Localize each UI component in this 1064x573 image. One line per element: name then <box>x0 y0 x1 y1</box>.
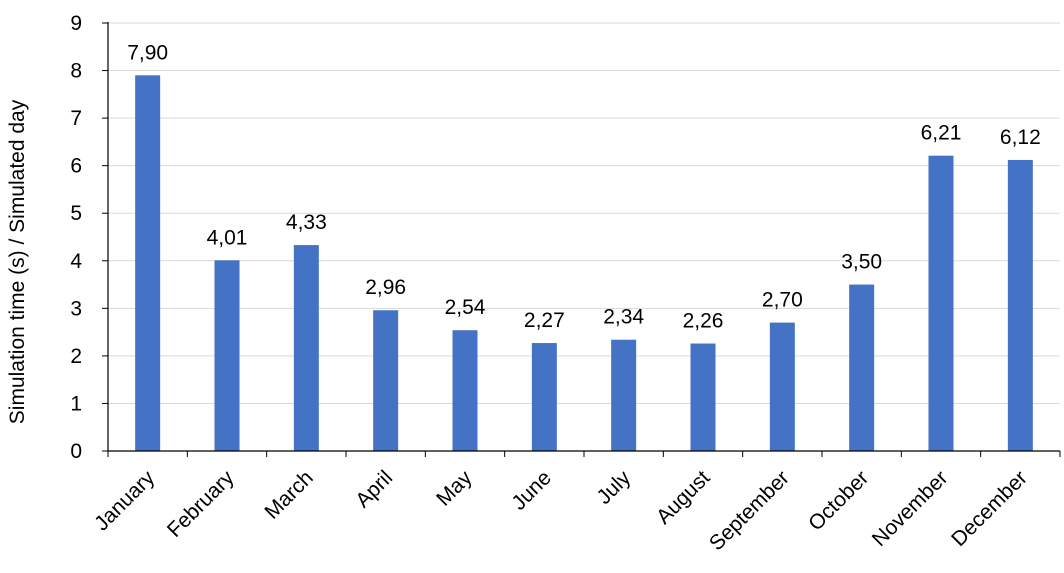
bar-value-label: 2,96 <box>365 276 406 299</box>
y-tick-label: 7 <box>70 107 82 130</box>
x-tick-label: May <box>432 466 477 511</box>
bar <box>1007 159 1033 451</box>
bar <box>690 343 716 451</box>
x-tick-label: September <box>705 466 794 555</box>
bar-value-label: 4,01 <box>207 226 248 249</box>
bar-value-label: 2,34 <box>603 306 644 329</box>
bar-value-label: 2,26 <box>683 310 724 333</box>
bar <box>849 284 875 451</box>
x-tick-label: June <box>507 466 555 514</box>
bar <box>214 260 240 451</box>
bar <box>769 322 795 451</box>
bar <box>531 343 557 451</box>
x-tick-label: December <box>947 466 1032 551</box>
y-tick-label: 1 <box>70 392 82 415</box>
y-tick-label: 5 <box>70 202 82 225</box>
bar-value-label: 6,12 <box>1000 126 1041 149</box>
y-axis-title: Simulation time (s) / Simulated day <box>6 99 29 424</box>
bar <box>928 155 954 451</box>
gridlines <box>108 22 1060 404</box>
bar <box>452 330 478 451</box>
y-tick-label: 0 <box>70 440 82 463</box>
x-tick-label: August <box>652 466 715 529</box>
bar-value-label: 7,90 <box>127 41 168 64</box>
y-tick-label: 4 <box>70 250 82 273</box>
x-tick-label: March <box>260 466 318 524</box>
y-tick-label: 9 <box>70 12 82 35</box>
x-tick-label: July <box>593 466 636 509</box>
y-tick-label: 8 <box>70 60 82 83</box>
y-tick-label: 2 <box>70 345 82 368</box>
bar <box>293 245 319 451</box>
x-tick-label: October <box>804 466 873 535</box>
bar <box>135 75 161 452</box>
x-tick-label: January <box>90 466 159 535</box>
y-tick-label: 3 <box>70 297 82 320</box>
x-tick-label: April <box>351 466 397 512</box>
bar-value-label: 6,21 <box>921 122 962 145</box>
bar <box>373 310 399 451</box>
bar-value-label: 2,54 <box>445 296 486 319</box>
bar-value-label: 4,33 <box>286 211 327 234</box>
bars <box>135 75 1033 452</box>
x-tick-label: February <box>163 466 239 542</box>
data-labels: 7,90 4,01 4,33 2,96 2,54 2,27 2,34 2,26 2,70 3,50… <box>127 41 1041 332</box>
y-tick-label: 6 <box>70 155 82 178</box>
bar <box>611 339 637 451</box>
bar-value-label: 3,50 <box>841 251 882 274</box>
bar-value-label: 2,27 <box>524 309 565 332</box>
x-tick-label: November <box>868 466 953 551</box>
bar-value-label: 2,70 <box>762 289 803 312</box>
